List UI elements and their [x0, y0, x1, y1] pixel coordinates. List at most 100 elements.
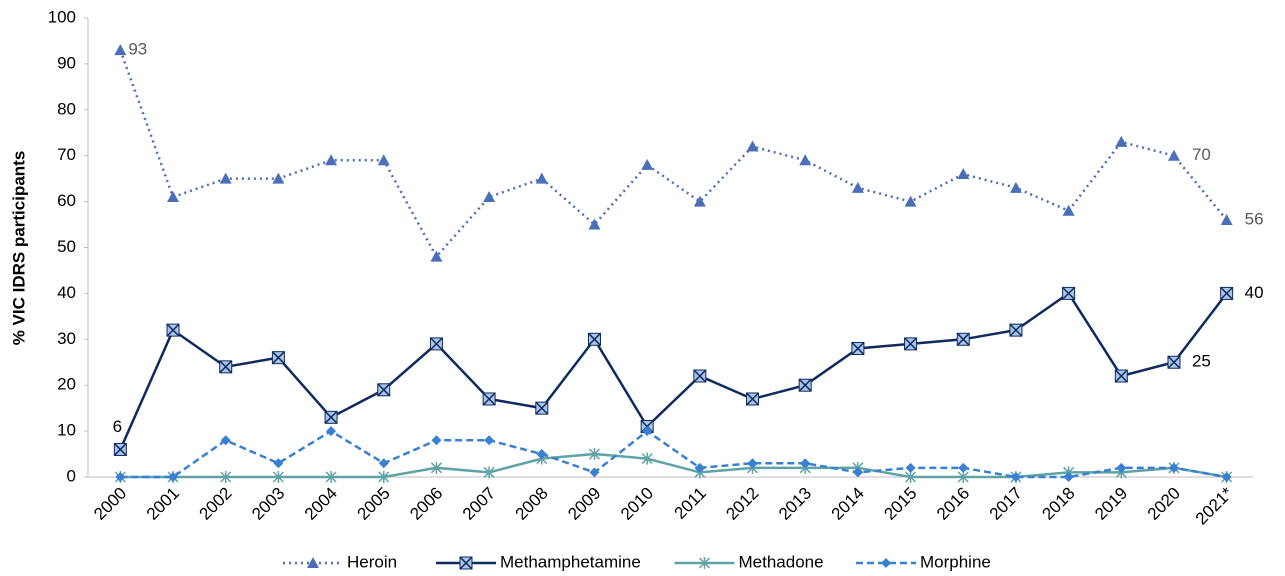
marker-shape: [168, 472, 179, 482]
marker-shape: [113, 442, 127, 456]
data-point: [694, 462, 705, 473]
marker-shape: [798, 378, 812, 392]
marker-shape: [430, 250, 443, 262]
marker-shape: [1220, 286, 1234, 300]
marker-shape: [694, 462, 705, 473]
marker-shape: [957, 168, 970, 180]
y-tick-label: 80: [57, 99, 76, 118]
data-point: [1168, 462, 1179, 473]
x-tick-label: 2014: [828, 484, 868, 524]
data-point: [904, 195, 917, 207]
marker-shape: [324, 410, 338, 424]
data-label: 70: [1192, 145, 1211, 164]
data-point: [536, 449, 547, 460]
data-point: [957, 471, 969, 483]
legend-label: Heroin: [347, 552, 397, 571]
marker-shape: [587, 332, 602, 346]
data-point: [325, 154, 338, 166]
marker-shape: [747, 458, 758, 469]
data-point: [377, 154, 390, 166]
marker-shape: [693, 369, 707, 383]
marker-shape: [271, 351, 285, 365]
marker-shape: [377, 383, 391, 397]
y-tick-label: 30: [57, 329, 76, 348]
marker-shape: [1116, 462, 1127, 473]
legend-marker: [459, 556, 473, 570]
data-point: [588, 448, 601, 461]
marker-shape: [535, 401, 549, 415]
data-point: [693, 369, 707, 383]
data-point: [588, 218, 601, 230]
x-tick-label: 2017: [986, 484, 1026, 524]
data-point: [431, 435, 442, 446]
x-tick-label: 2001: [143, 484, 183, 524]
marker-shape: [958, 462, 969, 473]
x-tick-label: 2009: [564, 484, 604, 524]
legend-marker: [881, 558, 891, 568]
marker-shape: [483, 466, 495, 479]
data-point: [1115, 135, 1128, 147]
series-line: [120, 452, 1227, 479]
x-tick-label: 2015: [880, 484, 920, 524]
marker-shape: [1168, 462, 1179, 473]
marker-shape: [1167, 355, 1181, 369]
marker-shape: [167, 191, 180, 203]
marker-shape: [1009, 181, 1022, 193]
marker-shape: [429, 337, 443, 351]
x-tick-label: 2012: [722, 484, 762, 524]
data-point: [115, 472, 126, 482]
x-tick-label: 2020: [1144, 484, 1184, 524]
marker-shape: [956, 332, 970, 346]
data-label: 40: [1245, 283, 1264, 302]
marker-shape: [881, 558, 891, 568]
data-point: [1062, 286, 1076, 300]
data-point: [956, 332, 970, 346]
data-point: [219, 360, 233, 374]
marker-shape: [114, 44, 127, 56]
y-axis-label: % VIC IDRS participants: [9, 151, 28, 346]
x-tick-label: 2006: [406, 484, 446, 524]
series-line: [119, 49, 1228, 259]
x-tick-label: 2007: [459, 484, 499, 524]
data-point: [1167, 149, 1180, 161]
data-point: [1009, 323, 1023, 337]
marker-shape: [535, 172, 548, 184]
data-point: [113, 442, 127, 456]
data-point: [746, 140, 759, 152]
data-point: [326, 426, 337, 437]
x-tick-label: 2005: [354, 484, 394, 524]
data-point: [693, 195, 706, 207]
marker-shape: [484, 435, 495, 446]
data-point: [377, 383, 391, 397]
marker-shape: [698, 557, 711, 569]
marker-shape: [642, 426, 653, 437]
marker-shape: [904, 337, 918, 351]
marker-shape: [1220, 213, 1233, 225]
data-point: [904, 337, 918, 351]
marker-shape: [220, 471, 232, 483]
data-point: [800, 458, 811, 469]
marker-shape: [851, 181, 864, 193]
data-point: [220, 435, 231, 446]
x-tick-label: 2018: [1038, 484, 1078, 524]
marker-shape: [1010, 472, 1021, 482]
legend-label: Morphine: [920, 552, 991, 571]
data-point: [219, 172, 232, 184]
y-tick-label: 20: [57, 375, 76, 394]
x-tick-label: 2011: [671, 484, 710, 523]
data-point: [852, 467, 863, 478]
data-point: [1167, 355, 1181, 369]
marker-shape: [1009, 323, 1023, 337]
data-label: 56: [1245, 209, 1264, 228]
data-point: [641, 452, 653, 465]
y-tick-label: 0: [67, 466, 76, 485]
data-point: [851, 341, 865, 356]
marker-shape: [799, 154, 812, 166]
y-tick-label: 50: [57, 237, 76, 256]
data-point: [905, 462, 916, 473]
marker-shape: [166, 323, 180, 337]
marker-shape: [325, 154, 338, 166]
marker-shape: [905, 462, 916, 473]
data-point: [273, 458, 284, 469]
